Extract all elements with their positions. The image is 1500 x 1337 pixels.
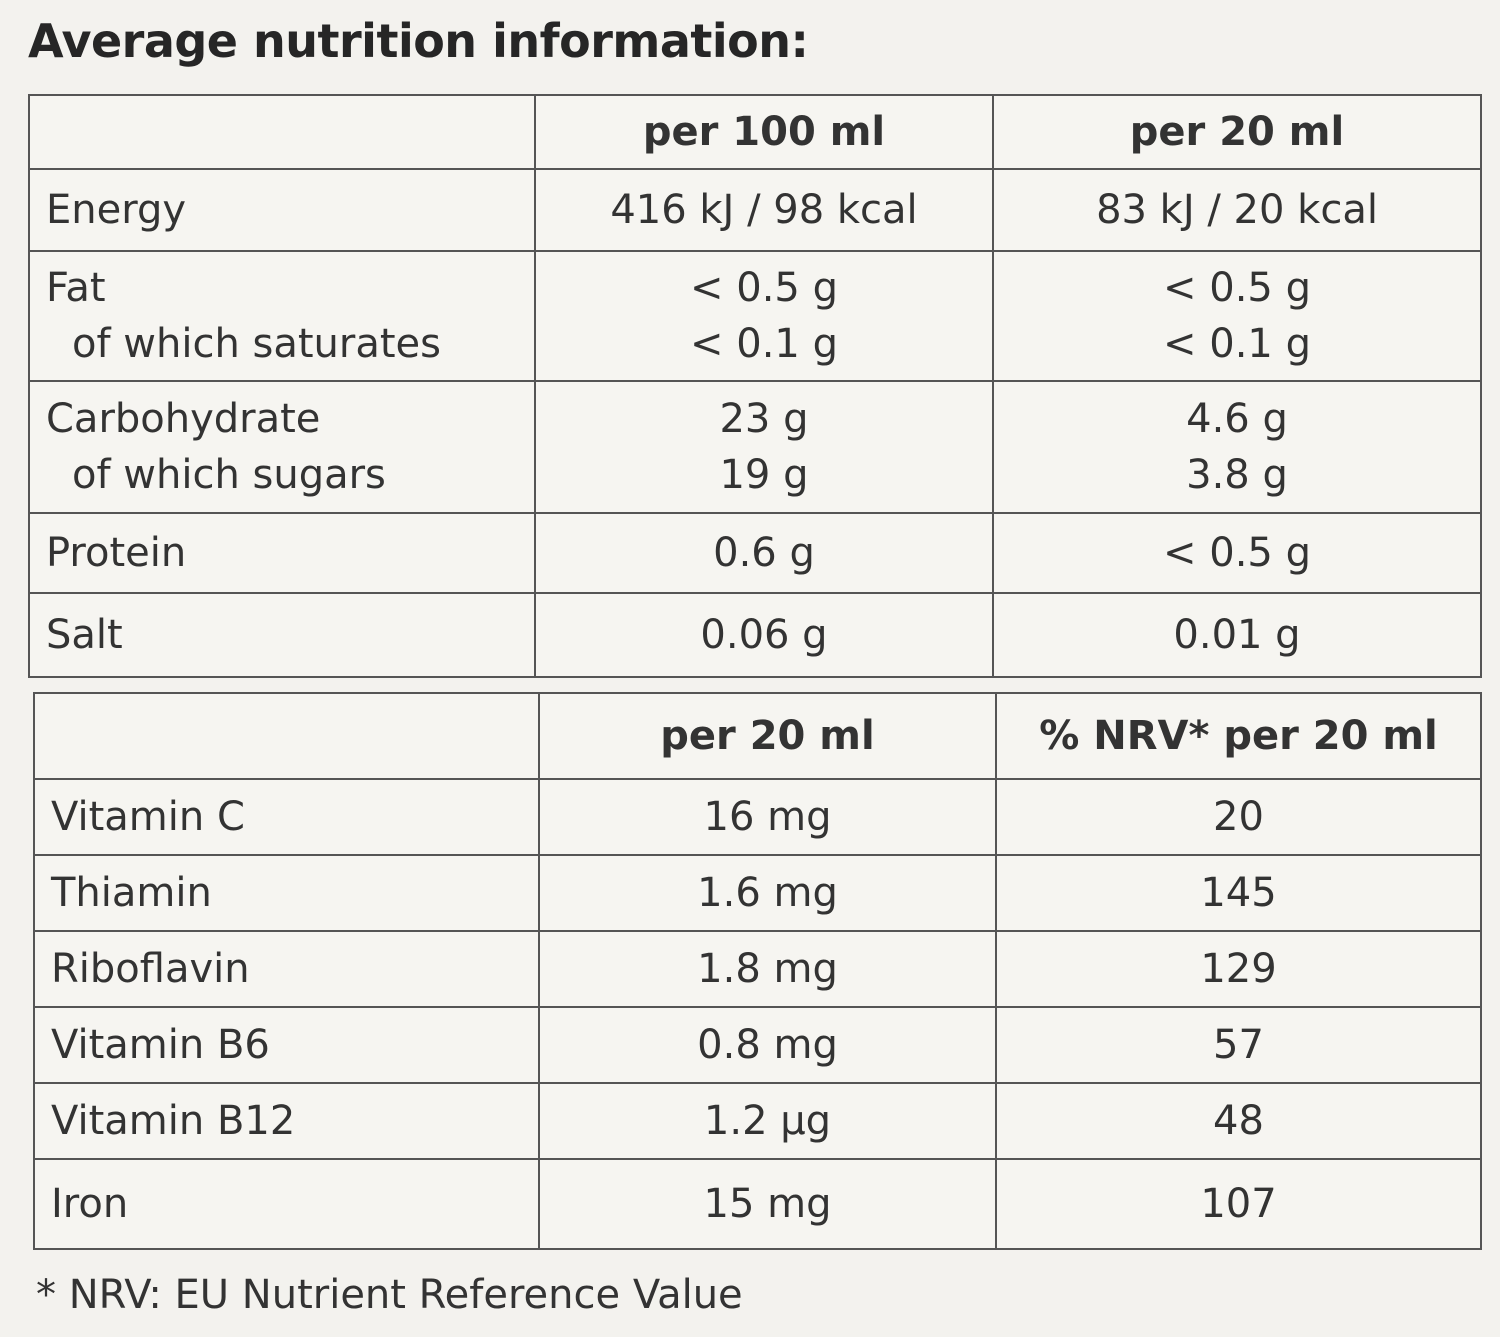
value-per-20ml: < 0.5 g: [1163, 265, 1311, 311]
value-per-20ml: < 0.5 g: [992, 512, 1482, 594]
footnote: * NRV: EU Nutrient Reference Value: [36, 1272, 743, 1318]
value-nrv: 48: [995, 1082, 1482, 1160]
header-per-100ml: per 100 ml: [534, 94, 994, 170]
value-per-100ml: 0.06 g: [534, 592, 994, 678]
row-label: Thiamin: [33, 854, 540, 932]
table-row-fat: Fat of which saturates < 0.5 g < 0.1 g <…: [28, 250, 1482, 382]
header-empty: [28, 94, 536, 170]
value-per-100ml: 23 g: [719, 396, 809, 442]
nutrition-table: per 100 ml per 20 ml Energy 416 kJ / 98 …: [28, 94, 1482, 678]
row-label: Vitamin B6: [33, 1006, 540, 1084]
table-row-thiamin: Thiamin 1.6 mg 145: [33, 854, 1482, 932]
value-nrv: 20: [995, 778, 1482, 856]
row-label: Iron: [33, 1158, 540, 1250]
value-per-20ml: 1.6 mg: [538, 854, 997, 932]
value-per-100ml-sub: < 0.1 g: [690, 321, 838, 367]
value-per-20ml: 83 kJ / 20 kcal: [992, 168, 1482, 252]
value-per-20ml: 1.2 µg: [538, 1082, 997, 1160]
value-per-20ml: 4.6 g: [1186, 396, 1288, 442]
row-label: Protein: [28, 512, 536, 594]
row-label: Carbohydrate: [46, 396, 321, 442]
value-per-100ml: 0.6 g: [534, 512, 994, 594]
row-sub-label: of which sugars: [72, 452, 386, 498]
table-row-protein: Protein 0.6 g < 0.5 g: [28, 512, 1482, 594]
value-per-20ml: 16 mg: [538, 778, 997, 856]
vitamin-table: per 20 ml % NRV* per 20 ml Vitamin C 16 …: [33, 692, 1482, 1250]
value-per-20ml: 0.8 mg: [538, 1006, 997, 1084]
row-label: Fat: [46, 265, 106, 311]
vitamin-header-row: per 20 ml % NRV* per 20 ml: [33, 692, 1482, 780]
row-label: Salt: [28, 592, 536, 678]
row-label-cell: Carbohydrate of which sugars: [28, 380, 536, 514]
header-per-20ml: per 20 ml: [538, 692, 997, 780]
table-row-energy: Energy 416 kJ / 98 kcal 83 kJ / 20 kcal: [28, 168, 1482, 252]
value-per-100ml: < 0.5 g: [690, 265, 838, 311]
table-row-vitamin-b6: Vitamin B6 0.8 mg 57: [33, 1006, 1482, 1084]
page-title: Average nutrition information:: [28, 14, 809, 68]
table-row-carbohydrate: Carbohydrate of which sugars 23 g 19 g 4…: [28, 380, 1482, 514]
table-row-riboflavin: Riboflavin 1.8 mg 129: [33, 930, 1482, 1008]
row-sub-label: of which saturates: [72, 321, 441, 367]
row-label-cell: Fat of which saturates: [28, 250, 536, 382]
value-per-20ml: 15 mg: [538, 1158, 997, 1250]
value-per-100ml: 416 kJ / 98 kcal: [534, 168, 994, 252]
row-label: Vitamin B12: [33, 1082, 540, 1160]
value-per-20ml-sub: < 0.1 g: [1163, 321, 1311, 367]
value-nrv: 107: [995, 1158, 1482, 1250]
row-label: Energy: [28, 168, 536, 252]
value-per-20ml-sub: 3.8 g: [1186, 452, 1288, 498]
value-per-20ml: 1.8 mg: [538, 930, 997, 1008]
row-label: Riboflavin: [33, 930, 540, 1008]
value-per-100ml-cell: 23 g 19 g: [534, 380, 994, 514]
value-nrv: 57: [995, 1006, 1482, 1084]
header-empty: [33, 692, 540, 780]
value-nrv: 129: [995, 930, 1482, 1008]
header-per-20ml: per 20 ml: [992, 94, 1482, 170]
value-per-100ml-cell: < 0.5 g < 0.1 g: [534, 250, 994, 382]
value-nrv: 145: [995, 854, 1482, 932]
value-per-100ml-sub: 19 g: [719, 452, 809, 498]
table-row-iron: Iron 15 mg 107: [33, 1158, 1482, 1250]
row-label: Vitamin C: [33, 778, 540, 856]
table-row-salt: Salt 0.06 g 0.01 g: [28, 592, 1482, 678]
table-row-vitamin-c: Vitamin C 16 mg 20: [33, 778, 1482, 856]
table-row-vitamin-b12: Vitamin B12 1.2 µg 48: [33, 1082, 1482, 1160]
value-per-20ml-cell: < 0.5 g < 0.1 g: [992, 250, 1482, 382]
nutrition-header-row: per 100 ml per 20 ml: [28, 94, 1482, 170]
value-per-20ml-cell: 4.6 g 3.8 g: [992, 380, 1482, 514]
header-nrv: % NRV* per 20 ml: [995, 692, 1482, 780]
value-per-20ml: 0.01 g: [992, 592, 1482, 678]
